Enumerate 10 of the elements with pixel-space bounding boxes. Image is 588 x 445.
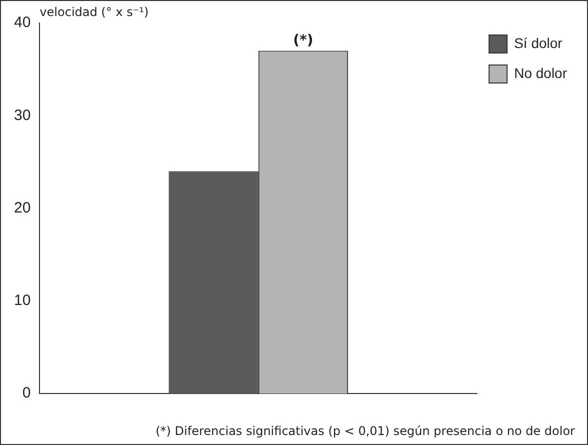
annotation: (*) xyxy=(293,32,314,48)
y-axis-title: velocidad (° x s⁻¹) xyxy=(40,5,149,20)
y-tick-label: 30 xyxy=(14,106,31,124)
legend-label: No dolor xyxy=(514,64,568,81)
y-tick-label: 20 xyxy=(14,199,31,216)
text: (*) Diferencias significativas (p < 0,01) según presencia o no de dolor xyxy=(156,424,575,438)
y-tick-label: 0 xyxy=(22,384,31,402)
y-tick-label: 40 xyxy=(14,14,31,32)
y-tick-label: 10 xyxy=(14,292,31,310)
legend-label: Sí dolor xyxy=(514,34,563,51)
